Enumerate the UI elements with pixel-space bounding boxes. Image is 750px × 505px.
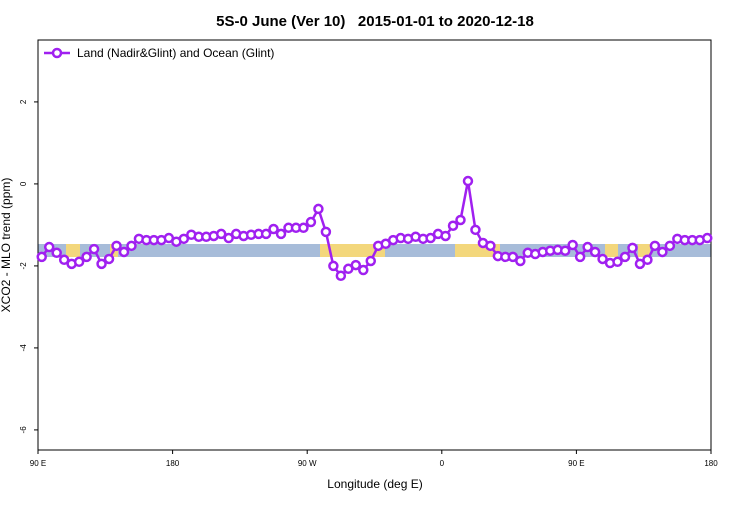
- x-tick-label: 90 E: [568, 459, 584, 468]
- point: [103, 253, 115, 265]
- y-tick-label: -4: [19, 344, 28, 352]
- land-patch: [605, 244, 618, 257]
- point: [335, 270, 347, 281]
- point: [358, 264, 369, 276]
- y-tick-label: 2: [19, 99, 28, 104]
- point: [320, 226, 332, 238]
- x-tick-label: 180: [166, 459, 180, 468]
- x-axis-label: Longitude (deg E): [327, 477, 422, 491]
- point: [664, 240, 676, 252]
- point: [507, 251, 519, 263]
- point: [111, 240, 122, 252]
- point: [455, 214, 466, 226]
- x-tick-label: 90 E: [30, 459, 46, 468]
- point: [365, 255, 377, 267]
- point: [702, 232, 713, 244]
- point: [118, 246, 130, 258]
- plot-frame: [37, 39, 712, 451]
- point: [589, 246, 601, 258]
- point: [350, 259, 362, 271]
- point: [642, 254, 653, 266]
- point: [223, 232, 234, 244]
- point: [215, 228, 227, 240]
- legend-marker: [51, 47, 63, 59]
- point: [612, 256, 623, 268]
- x-tick-label: 0: [440, 459, 445, 468]
- point: [597, 253, 608, 265]
- point: [582, 241, 593, 253]
- x-tick-label: 180: [704, 459, 718, 468]
- y-tick-label: -2: [19, 262, 28, 270]
- point: [81, 251, 92, 263]
- legend-label: Land (Nadir&Glint) and Ocean (Glint): [77, 46, 274, 60]
- point: [627, 242, 638, 254]
- point: [43, 241, 55, 253]
- point: [425, 232, 436, 244]
- point: [88, 243, 100, 255]
- point: [559, 245, 571, 256]
- point: [657, 246, 668, 258]
- y-tick-label: 0: [19, 181, 28, 186]
- point: [73, 256, 85, 268]
- point: [328, 260, 339, 272]
- point: [96, 258, 107, 270]
- point: [440, 230, 451, 242]
- x-tick-label: 90 W: [298, 459, 317, 468]
- point: [462, 175, 474, 187]
- point: [58, 254, 70, 266]
- point: [313, 203, 324, 215]
- point: [275, 228, 287, 240]
- point: [470, 224, 481, 236]
- point: [305, 216, 317, 228]
- land-patch: [320, 244, 385, 257]
- point: [649, 240, 661, 252]
- point: [619, 251, 631, 263]
- point: [268, 223, 279, 235]
- point: [634, 258, 646, 270]
- y-tick-label: -6: [19, 426, 28, 434]
- point: [126, 240, 137, 252]
- point: [567, 239, 578, 251]
- point: [515, 255, 526, 267]
- point: [447, 220, 459, 231]
- land-patch: [66, 244, 80, 257]
- point: [36, 251, 47, 263]
- point: [260, 228, 272, 240]
- point: [574, 251, 586, 263]
- chart-title: 5S-0 June (Ver 10) 2015-01-01 to 2020-12…: [216, 13, 534, 30]
- point: [298, 222, 309, 234]
- point: [178, 233, 190, 245]
- point: [485, 240, 496, 252]
- point: [51, 247, 62, 259]
- y-axis-label: XCO2 - MLO trend (ppm): [0, 178, 13, 313]
- land-patch: [638, 244, 650, 257]
